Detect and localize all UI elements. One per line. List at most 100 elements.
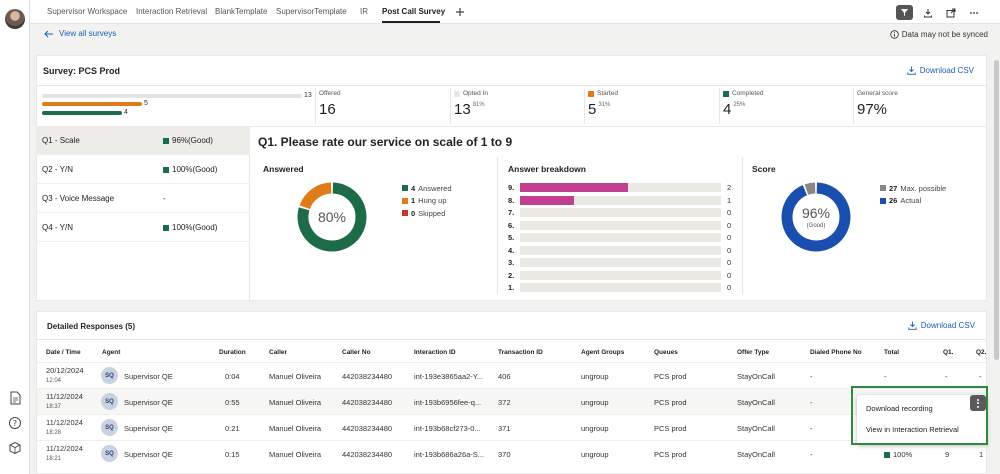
cell-dialed-phone-no: - bbox=[810, 424, 813, 433]
stat-started: Started 5 31% bbox=[588, 90, 618, 118]
breakdown-label: 4. bbox=[508, 245, 515, 255]
legend-swatch bbox=[880, 185, 886, 192]
stat-opted-in-label-row: Opted In bbox=[454, 90, 488, 97]
table-row[interactable]: 11/12/2024 18:21 SQ Supervisor QE 0:15 Manuel… bbox=[37, 440, 986, 466]
menu-view-interaction-retrieval[interactable]: View in Interaction Retrieval bbox=[866, 425, 959, 434]
tab-interaction-retrieval[interactable]: Interaction Retrieval bbox=[136, 7, 208, 16]
breakdown-label: 9. bbox=[508, 183, 515, 192]
started-swatch bbox=[588, 90, 594, 97]
breakdown-track bbox=[520, 270, 721, 280]
col-agent-header[interactable]: Agent bbox=[102, 349, 121, 356]
help-icon[interactable]: ? bbox=[8, 416, 22, 430]
document-icon[interactable] bbox=[8, 391, 22, 405]
back-to-surveys-link[interactable]: View all surveys bbox=[44, 29, 116, 38]
table-row[interactable]: 20/12/2024 12:04 SQ Supervisor QE 0:04 Manuel… bbox=[37, 362, 986, 388]
cell-total-value: 100% bbox=[893, 450, 913, 459]
opted-in-swatch bbox=[454, 90, 460, 97]
tab-post-call-survey[interactable]: Post Call Survey bbox=[382, 7, 446, 16]
back-link-label: View all surveys bbox=[59, 29, 117, 38]
col-q2-header[interactable]: Q2. bbox=[976, 349, 987, 356]
download-icon bbox=[907, 66, 916, 75]
row-actions-button[interactable] bbox=[970, 395, 986, 411]
donut-slice-remaining bbox=[804, 182, 816, 195]
question-item-q1[interactable]: Q1 - Scale 96%(Good) bbox=[36, 126, 250, 155]
cell-caller-no: 442038234480 bbox=[342, 398, 393, 407]
cell-caller: Manuel Oliveira bbox=[269, 372, 322, 381]
more-options-button[interactable] bbox=[965, 5, 982, 20]
svg-text:?: ? bbox=[13, 419, 17, 428]
col-caller-no-header[interactable]: Caller No bbox=[342, 349, 371, 356]
left-sidebar: ? bbox=[0, 0, 30, 474]
menu-download-recording[interactable]: Download recording bbox=[866, 404, 933, 413]
cell-date-time: 11/12/2024 18:21 bbox=[46, 444, 83, 464]
sub-header: View all surveys Data may not be synced bbox=[30, 24, 992, 46]
download-button[interactable] bbox=[919, 5, 936, 20]
breakdown-label: 5. bbox=[508, 233, 515, 242]
tab-blank-template[interactable]: BlankTemplate bbox=[215, 7, 268, 16]
breakdown-count: 0 bbox=[727, 220, 732, 230]
package-icon[interactable] bbox=[8, 441, 22, 455]
cell-queue: PCS prod bbox=[654, 398, 687, 407]
cell-interaction-id: int-193b6956fee-q... bbox=[414, 398, 482, 407]
cell-caller: Manuel Oliveira bbox=[269, 450, 322, 459]
col-queues-header[interactable]: Queues bbox=[654, 349, 678, 356]
question-item-q2[interactable]: Q2 - Y/N 100%(Good) bbox=[36, 155, 250, 184]
survey-download-csv-button[interactable]: Download CSV bbox=[907, 66, 974, 75]
question-score: 96%(Good) bbox=[163, 136, 213, 145]
legend-hung-up: 1 Hung up bbox=[402, 195, 452, 208]
share-button[interactable] bbox=[942, 5, 959, 20]
col-q1-header[interactable]: Q1. bbox=[943, 349, 954, 356]
stat-completed-value-row: 4 25% bbox=[723, 101, 763, 118]
question-item-q3[interactable]: Q3 - Voice Message - bbox=[36, 184, 250, 213]
col-offer-type-header[interactable]: Offer Type bbox=[737, 349, 770, 356]
page-scrollbar[interactable] bbox=[992, 24, 1000, 474]
scrollbar-thumb[interactable] bbox=[994, 60, 999, 360]
stat-general-score-value: 97% bbox=[857, 101, 888, 118]
question-item-q4[interactable]: Q4 - Y/N 100%(Good) bbox=[36, 213, 250, 242]
col-interaction-id-header[interactable]: Interaction ID bbox=[414, 349, 456, 356]
score-donut-chart: 96% (Good) bbox=[781, 182, 851, 252]
col-dialed-phone-no-header[interactable]: Dialed Phone No bbox=[810, 349, 862, 356]
share-icon bbox=[946, 8, 955, 17]
tab-supervisor-template[interactable]: SupervisorTemplate bbox=[276, 7, 347, 16]
filter-button[interactable] bbox=[896, 5, 913, 20]
cell-dialed-phone-no: - bbox=[810, 398, 813, 407]
donut-center-sublabel: (Good) bbox=[807, 223, 826, 229]
cell-offer-type: StayOnCall bbox=[737, 398, 775, 407]
stat-divider bbox=[450, 88, 451, 124]
breakdown-row: 7. 0 bbox=[508, 207, 738, 220]
col-transaction-id-header[interactable]: Transaction ID bbox=[498, 349, 543, 356]
breakdown-bar bbox=[520, 183, 628, 192]
add-tab-icon[interactable] bbox=[455, 7, 465, 17]
score-swatch bbox=[163, 166, 169, 173]
stat-general-score-value-row: 97% bbox=[857, 101, 898, 118]
tab-supervisor-workspace[interactable]: Supervisor Workspace bbox=[47, 7, 128, 16]
col-date-time-header[interactable]: Date / Time bbox=[46, 349, 81, 356]
cell-duration: 0:55 bbox=[225, 398, 240, 407]
table-row[interactable]: 11/12/2024 18:37 SQ Supervisor QE 0:55 Manuel… bbox=[37, 388, 986, 414]
cell-queue: PCS prod bbox=[654, 450, 687, 459]
breakdown-bar bbox=[520, 195, 574, 205]
tab-ir[interactable]: IR bbox=[360, 7, 368, 16]
legend-count: 0 bbox=[411, 208, 416, 218]
stat-completed-pct: 25% bbox=[733, 102, 746, 108]
cell-date: 20/12/2024 bbox=[46, 366, 84, 375]
table-row[interactable]: 11/12/2024 18:28 SQ Supervisor QE 0:21 Manuel… bbox=[37, 414, 986, 440]
col-total-header[interactable]: Total bbox=[884, 349, 900, 356]
cell-time: 18:37 bbox=[46, 404, 62, 410]
survey-header-divider bbox=[37, 85, 986, 86]
answered-legend: 4 Answered 1 Hung up 0 Skipped bbox=[402, 182, 452, 220]
cell-transaction-id: 370 bbox=[498, 450, 511, 459]
user-avatar[interactable] bbox=[5, 9, 25, 29]
col-agent-groups-header[interactable]: Agent Groups bbox=[581, 349, 625, 356]
stat-opted-in-value: 13 bbox=[454, 101, 471, 118]
legend-label: Answered bbox=[418, 183, 452, 193]
stat-opted-in-pct: 81% bbox=[472, 102, 485, 108]
answered-donut-chart: 80% bbox=[297, 182, 367, 252]
col-caller-header[interactable]: Caller bbox=[269, 349, 288, 356]
breakdown-count: 0 bbox=[727, 283, 732, 292]
responses-download-csv-button[interactable]: Download CSV bbox=[908, 321, 975, 330]
stat-opted-in-value-row: 13 81% bbox=[454, 101, 488, 118]
donut-slice-actual bbox=[781, 182, 851, 252]
col-duration-header[interactable]: Duration bbox=[219, 349, 246, 356]
